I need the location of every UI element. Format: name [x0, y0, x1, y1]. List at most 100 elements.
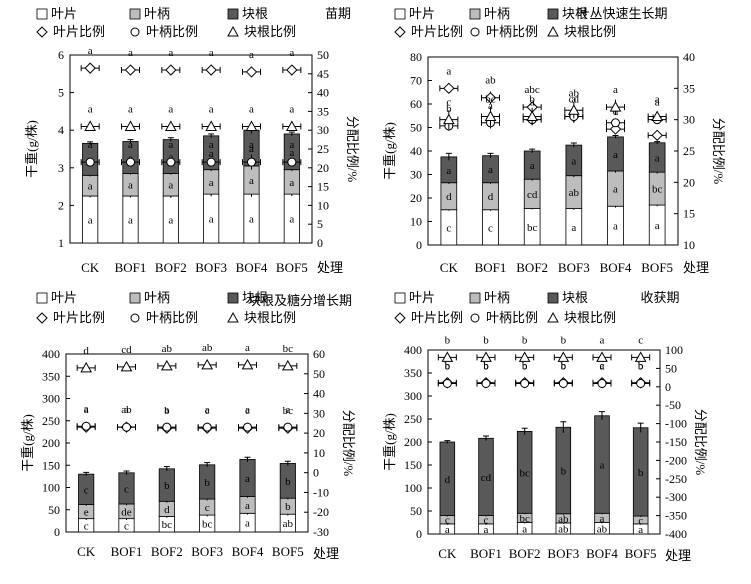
ratio-letter-petiole: b [561, 360, 567, 372]
y2-tick-label: -250 [665, 472, 687, 486]
x-tick-label: CK [440, 260, 459, 275]
y2-tick-label: 30 [683, 113, 695, 127]
bar-letter-petiole: e [84, 507, 89, 519]
bar-letter-petiole: cd [527, 189, 538, 201]
ratio-point-petiole [202, 422, 212, 432]
bar-letter-leaf: a [638, 524, 643, 536]
bar-letter-leaf: a [209, 214, 214, 226]
ratio-point-root [518, 351, 531, 362]
legend-root-label: 块根 [242, 290, 268, 305]
bar-letter-root: c [124, 483, 129, 495]
bar-letter-leaf: a [571, 222, 576, 234]
ratio-point-petiole [481, 378, 491, 388]
ratio-letter-root: a [600, 334, 605, 346]
ratio-letter-root: a [209, 103, 214, 115]
y-tick-label: 100 [42, 481, 60, 495]
y2-tick-label: 40 [313, 387, 325, 401]
ratio-point-petiole [126, 157, 135, 167]
legend-petiole-label: 叶柄 [144, 290, 170, 305]
bar-letter-root: a [245, 473, 250, 485]
ratio-point-leaf [84, 62, 96, 74]
ratio-point-petiole [122, 422, 131, 432]
bar-letter-leaf: a [655, 220, 660, 232]
y-tick-label: 250 [42, 414, 60, 428]
legend-root-ratio-marker [547, 311, 559, 323]
ratio-letter-root: a [88, 103, 93, 115]
legend-leaf-label: 叶片 [409, 6, 435, 21]
ratio-letter-root: a [168, 103, 173, 115]
legend-root-label: 块根 [562, 290, 588, 305]
ratio-point-root [609, 101, 622, 112]
y-axis-title: 干重(g/株) [382, 122, 397, 180]
y-tick-label: 6 [58, 48, 64, 62]
y2-axis-title: 分配比例/% [693, 409, 708, 476]
ratio-point-leaf [609, 123, 622, 135]
bar-letter-root: a [168, 152, 173, 164]
ratio-letter-leaf: ab [121, 404, 132, 416]
ratio-letter-leaf: a [168, 47, 173, 59]
ratio-letter-leaf: a [289, 47, 294, 59]
y-tick-label: 150 [404, 458, 422, 472]
y-axis-title: 干重(g/株) [24, 120, 39, 178]
plot-frame [427, 56, 679, 246]
ratio-letter-leaf: cd [569, 94, 580, 106]
bar-letter-leaf: bc [527, 222, 538, 234]
ratio-letter-petiole: b [638, 360, 644, 372]
bar-letter-leaf: a [484, 524, 489, 536]
ratio-letter-root: a [655, 94, 660, 106]
y-tick-label: 300 [404, 389, 422, 403]
ratio-letter-leaf: b [522, 360, 528, 372]
y2-tick-label: 30 [317, 123, 329, 137]
y-tick-label: 1 [58, 236, 64, 250]
ratio-point-root [526, 110, 539, 122]
ratio-point-leaf [124, 64, 137, 76]
ratio-point-leaf [651, 129, 663, 142]
ratio-letter-leaf: a [88, 45, 93, 57]
bar-letter-petiole: c [445, 515, 450, 527]
ratio-letter-leaf: b [638, 360, 644, 372]
x-axis-title: 处理 [665, 548, 691, 563]
ratio-letter-root: a [128, 103, 133, 115]
legend-root-ratio-marker [227, 25, 239, 37]
bar-letter-petiole: ab [569, 187, 580, 199]
bar-letter-root: a [209, 148, 214, 160]
chart-title: 块根及糖分增长期 [248, 293, 352, 308]
x-tick-label: BOF1 [475, 260, 507, 275]
bar-letter-root: cd [481, 472, 492, 484]
ratio-point-root [205, 120, 218, 131]
ratio-letter-leaf: a [84, 404, 89, 416]
bar-letter-petiole: a [88, 181, 93, 193]
y-tick-label: 0 [416, 527, 422, 541]
ratio-point-leaf [245, 66, 258, 78]
ratio-letter-root: a [613, 84, 618, 96]
legend-petiole-ratio-marker [470, 27, 480, 37]
y-tick-label: 4 [58, 123, 64, 137]
ratio-point-root [201, 358, 214, 370]
bar-letter-root: a [446, 165, 451, 177]
x-axis-title: 处理 [317, 260, 343, 275]
x-tick-label: BOF4 [232, 544, 264, 559]
ratio-letter-petiole: b [522, 360, 528, 372]
bar-letter-leaf: a [445, 524, 450, 536]
legend-petiole-swatch [469, 8, 481, 20]
y2-tick-label: 25 [317, 142, 329, 156]
ratio-letter-petiole: a [205, 404, 210, 416]
x-tick-label: BOF2 [155, 260, 187, 275]
ratio-letter-root: bc [485, 94, 496, 106]
legend-leaf-ratio-label: 叶片比例 [53, 310, 105, 325]
bar-letter-petiole: a [289, 177, 294, 189]
legend-leaf-ratio-label: 叶片比例 [53, 24, 105, 39]
legend-petiole-ratio-marker [470, 313, 480, 323]
ratio-letter-petiole: b [483, 360, 489, 372]
y-tick-label: 400 [404, 343, 422, 357]
bar-letter-root: a [289, 147, 294, 159]
legend-root-ratio-label: 块根比例 [244, 310, 296, 325]
ratio-letter-root: c [638, 334, 643, 346]
bar-letter-leaf: ab [283, 518, 294, 530]
bar-letter-petiole: a [209, 177, 214, 189]
y2-tick-label: 0 [317, 236, 323, 250]
ratio-letter-petiole: a [289, 139, 294, 151]
ratio-letter-petiole: a [600, 360, 605, 372]
